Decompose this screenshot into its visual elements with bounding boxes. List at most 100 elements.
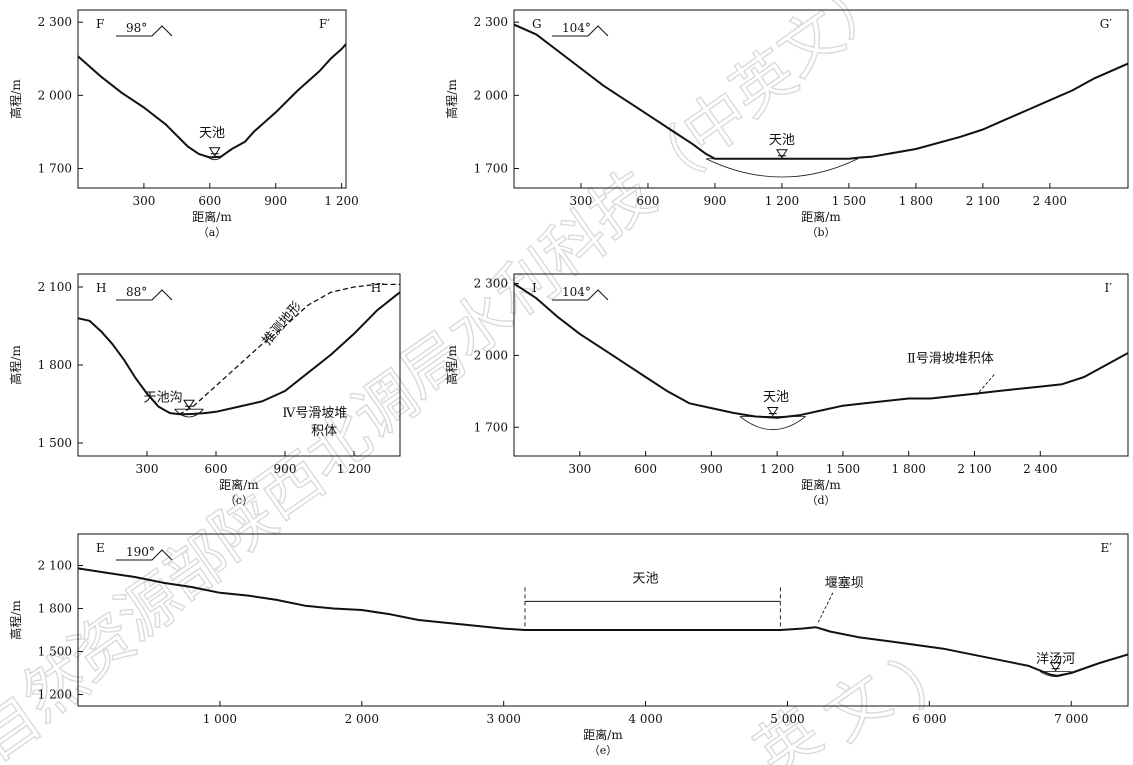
y-tick-label: 1 700 [38, 161, 72, 175]
section-start-label: G [532, 17, 542, 31]
y-tick-label: 2 000 [474, 88, 508, 102]
x-tick-label: 600 [205, 462, 228, 476]
x-tick-label: 900 [274, 462, 297, 476]
annotation-label: 天池沟 [144, 390, 183, 405]
x-tick-label: 4 000 [628, 712, 662, 726]
x-tick-label: 2 400 [1023, 462, 1057, 476]
x-tick-label: 300 [568, 462, 591, 476]
y-tick-label: 1 800 [38, 602, 72, 616]
x-tick-label: 1 200 [765, 194, 799, 208]
x-tick-label: 5 000 [770, 712, 804, 726]
section-start-label: I [532, 281, 537, 295]
orientation-symbol [116, 549, 173, 561]
y-tick-label: 2 100 [38, 280, 72, 294]
x-axis-label: 距离/m [801, 477, 841, 492]
y-tick-label: 2 000 [38, 88, 72, 102]
annotation-label: 积体 [311, 424, 337, 439]
annotation-label: 天池 [199, 126, 225, 141]
y-tick-label: 2 300 [474, 277, 508, 291]
x-axis-label: 距离/m [192, 209, 232, 224]
y-tick-label: 1 800 [38, 358, 72, 372]
water-level-icon [1049, 662, 1062, 672]
plot-frame [513, 273, 1129, 457]
orientation-label: 98° [126, 21, 147, 35]
x-axis-label: 距离/m [583, 727, 623, 742]
panel-b: G G′ 104° 1 700 2 000 2 300 300 600 900 1 200 1 50… [444, 9, 1129, 239]
profile-line-terrain [514, 23, 1128, 160]
x-axis-label: 距离/m [219, 477, 259, 492]
water-level-icon [183, 399, 195, 410]
annotation-leader [976, 374, 995, 396]
x-tick-label: 900 [700, 462, 723, 476]
annotation-label: 洋汤河 [1036, 652, 1075, 667]
section-end-label: G′ [1100, 17, 1113, 31]
x-tick-label: 3 000 [486, 712, 520, 726]
panel-d: I I′ 104° 1 700 2 000 2 300 300 600 900 1 200 1 50… [444, 273, 1129, 507]
y-axis-label: 高程/m [8, 345, 23, 385]
profile-line-terrain [78, 43, 346, 159]
x-tick-label: 1 800 [899, 194, 933, 208]
section-end-label: I′ [1105, 281, 1113, 295]
x-tick-label: 2 000 [345, 712, 379, 726]
y-tick-label: 2 000 [474, 348, 508, 362]
x-tick-label: 600 [637, 194, 660, 208]
panel-caption: （d） [806, 494, 835, 507]
orientation-label: 88° [126, 285, 147, 299]
section-end-label: F′ [319, 17, 330, 31]
y-tick-label: 2 300 [38, 15, 72, 29]
profile-line-terrain [78, 291, 400, 416]
panel-e: E E′ 190° 1 200 1 500 1 800 2 100 1 000 2 000 3 0… [8, 533, 1129, 757]
water-level-icon [208, 147, 221, 157]
y-tick-label: 1 500 [38, 645, 72, 659]
lake-bed [739, 416, 806, 430]
section-start-label: H [96, 281, 106, 295]
y-axis-label: 高程/m [8, 79, 23, 119]
x-tick-label: 900 [703, 194, 726, 208]
section-end-label: H′ [371, 281, 384, 295]
x-tick-label: 1 800 [892, 462, 926, 476]
x-axis-label: 距离/m [801, 209, 841, 224]
y-axis-label: 高程/m [444, 79, 459, 119]
x-tick-label: 2 400 [1033, 194, 1067, 208]
y-tick-label: 1 700 [474, 161, 508, 175]
orientation-label: 190° [126, 545, 155, 559]
x-tick-label: 600 [634, 462, 657, 476]
orientation-symbol [552, 25, 609, 37]
x-tick-label: 1 200 [324, 194, 358, 208]
panel-caption: （e） [589, 744, 618, 757]
profile-line-terrain [514, 282, 1128, 419]
section-start-label: F [96, 17, 104, 31]
orientation-symbol [116, 289, 173, 301]
annotation-label: 堰塞坝 [825, 575, 864, 591]
x-tick-label: 6 000 [912, 712, 946, 726]
y-tick-label: 1 200 [38, 688, 72, 702]
annotation-leader [816, 592, 834, 625]
water-level-icon [766, 406, 779, 417]
x-tick-label: 1 200 [337, 462, 371, 476]
profile-line-inferred [178, 283, 400, 415]
orientation-symbol [116, 25, 173, 37]
y-axis-label: 高程/m [8, 600, 23, 640]
panel-caption: （b） [806, 226, 835, 239]
x-tick-label: 900 [264, 194, 287, 208]
x-tick-label: 300 [570, 194, 593, 208]
lake-bed [705, 158, 859, 178]
x-tick-label: 2 100 [966, 194, 1000, 208]
lake-bed [174, 408, 204, 418]
panel-caption: （a） [198, 226, 227, 239]
x-tick-label: 7 000 [1054, 712, 1088, 726]
profile-line-terrain [78, 567, 1128, 677]
annotation-label: Ⅱ号滑坡堆积体 [907, 352, 994, 367]
annotation-label: 天池 [763, 390, 789, 405]
x-tick-label: 1 500 [826, 462, 860, 476]
x-tick-label: 1 200 [760, 462, 794, 476]
y-axis-label: 高程/m [444, 345, 459, 385]
water-level-icon [776, 149, 788, 159]
annotation-label: Ⅳ号滑坡堆 [282, 406, 347, 421]
y-tick-label: 1 500 [38, 436, 72, 450]
annotation-label: 天池 [769, 133, 795, 148]
panel-c: H H′ 88° 1 500 1 800 2 100 300 600 900 1 200 高程/m 距… [8, 273, 401, 507]
annotation-label: 推测地形 [260, 299, 305, 348]
x-tick-label: 2 100 [957, 462, 991, 476]
